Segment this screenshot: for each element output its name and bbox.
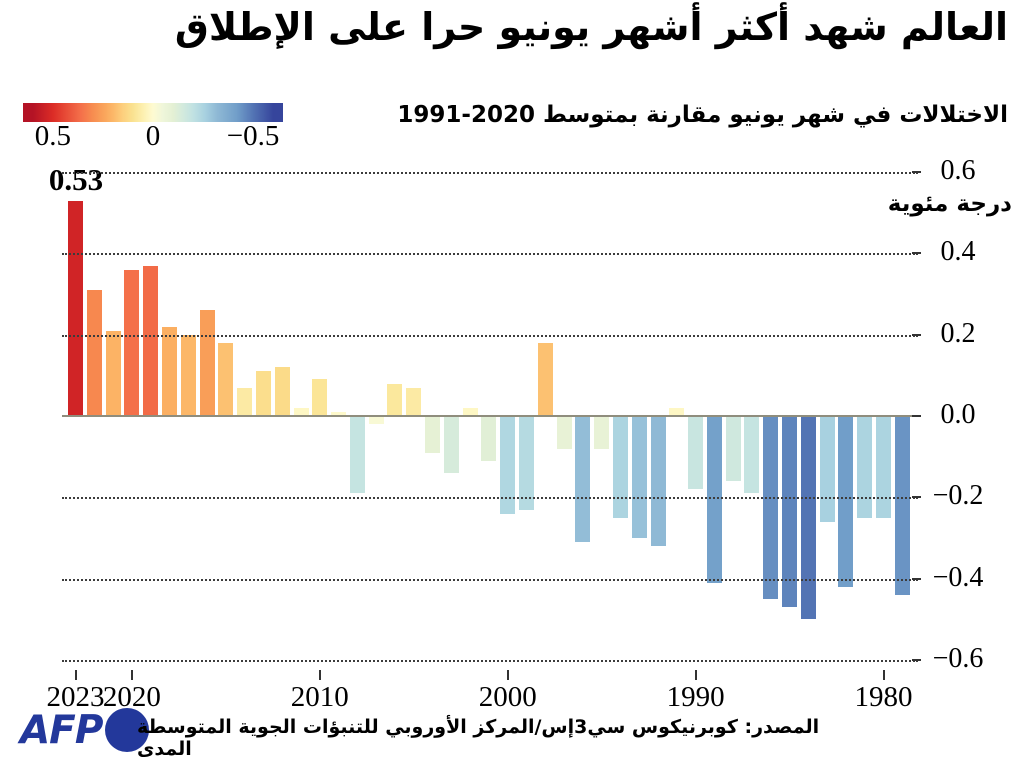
gridline (62, 334, 918, 337)
gridline (62, 578, 918, 581)
x-axis-year-label: 2000 (478, 681, 537, 713)
bar-1981 (857, 416, 873, 518)
bar-1996 (575, 416, 591, 543)
y-axis-tick (912, 577, 921, 580)
x-axis-tick (318, 670, 321, 680)
source-credit: المصدر: كوبرنيكوس سي3إس/المركز الأوروبي … (137, 716, 820, 760)
bar-2000 (500, 416, 516, 514)
bar-2011 (293, 407, 309, 416)
x-axis-year-label: 1990 (666, 681, 725, 713)
bar-1999 (519, 416, 534, 510)
x-axis-tick (506, 670, 509, 680)
gridline (62, 497, 918, 500)
y-axis-tick (912, 333, 921, 336)
chart-subtitle: الاختلالات في شهر يونيو مقارنة بمتوسط 20… (397, 102, 1008, 128)
bar-2001 (481, 416, 497, 461)
bar-2003 (443, 416, 459, 473)
x-axis-tick (74, 670, 77, 680)
zero-baseline (62, 415, 918, 417)
x-axis-tick (694, 670, 697, 680)
page-title: العالم شهد أكثر أشهر يونيو حرا على الإطل… (174, 5, 1008, 49)
y-axis-tick-label: 0.2 (940, 317, 976, 349)
bar-2018 (161, 326, 177, 416)
bar-2006 (387, 383, 403, 416)
y-axis-tick (912, 252, 921, 255)
bar-1979 (894, 416, 910, 595)
x-axis-tick (130, 670, 133, 680)
bar-1988 (725, 416, 741, 482)
bar-1990 (688, 416, 704, 490)
bar-2010 (312, 379, 328, 416)
color-scale-tick-label: −0.5 (226, 120, 280, 152)
bar-1986 (763, 416, 779, 599)
gridline (62, 253, 918, 256)
bar-2007 (368, 416, 384, 425)
x-axis-year-label: 2010 (290, 681, 349, 713)
bar-1983 (819, 416, 835, 522)
afp-logo-text: AFP (20, 707, 103, 753)
bar-2013 (255, 371, 271, 416)
x-axis-tick (882, 670, 885, 680)
y-axis-tick (912, 659, 921, 661)
bar-2008 (349, 416, 365, 494)
color-scale-tick-label: 0.5 (34, 120, 72, 152)
bar-2012 (274, 367, 290, 416)
afp-globe-icon (105, 708, 150, 752)
bar-2020 (124, 269, 140, 416)
bar-2005 (406, 387, 422, 416)
bar-1982 (838, 416, 854, 587)
bar-1992 (650, 416, 666, 547)
color-scale-tick-label: 0 (145, 120, 161, 152)
plot-area (62, 172, 918, 662)
afp-logo: AFP (20, 706, 150, 754)
bar-2015 (218, 342, 234, 416)
bar-2016 (199, 310, 215, 416)
bar-1994 (612, 416, 628, 518)
bar-2014 (237, 387, 253, 416)
bar-1980 (876, 416, 891, 518)
bar-1998 (537, 342, 553, 416)
y-axis-tick-label: −0.2 (932, 480, 984, 512)
bar-1993 (631, 416, 647, 538)
bar-2022 (86, 289, 102, 416)
y-axis-tick (912, 171, 921, 173)
bar-1995 (594, 416, 610, 449)
bar-2009 (331, 411, 347, 416)
bar-1984 (800, 416, 816, 620)
x-axis-year-label: 2023 (46, 681, 105, 713)
x-axis-year-label: 1980 (854, 681, 913, 713)
bar-1997 (556, 416, 572, 449)
y-axis-unit-label: درجة مئوية (887, 191, 1012, 217)
y-axis-tick-label: −0.4 (932, 561, 984, 593)
bar-2019 (143, 265, 159, 416)
gridline (62, 172, 918, 174)
y-axis-tick (912, 415, 921, 417)
bar-2021 (105, 330, 121, 416)
bar-2017 (180, 334, 196, 416)
bar-1989 (706, 416, 722, 583)
y-axis-tick (912, 496, 921, 499)
peak-value-label: 0.53 (48, 162, 104, 197)
bar-2002 (462, 407, 478, 416)
bar-1987 (744, 416, 760, 494)
y-axis-tick-label: 0.4 (940, 236, 976, 268)
x-axis-year-label: 2020 (102, 681, 161, 713)
bar-2023 (68, 200, 83, 416)
gridline (62, 660, 918, 662)
y-axis-tick-label: −0.6 (932, 643, 984, 674)
color-scale-labels: 0.5 0 −0.5 (23, 120, 283, 156)
bar-2004 (425, 416, 440, 453)
y-axis-tick-label: 0.6 (940, 155, 976, 186)
y-axis-tick-label: 0.0 (940, 399, 976, 430)
bar-1985 (782, 416, 797, 608)
bar-1991 (669, 407, 685, 416)
color-scale-gradient (23, 103, 283, 122)
